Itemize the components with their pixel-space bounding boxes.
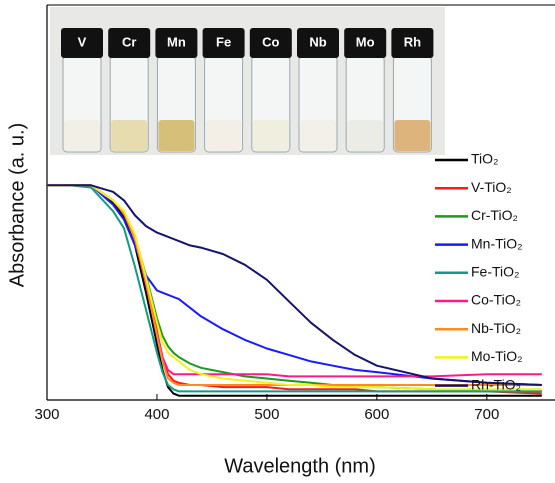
- vial-cap: [391, 28, 434, 58]
- vial-powder: [64, 120, 100, 151]
- vial-powder: [347, 120, 384, 151]
- x-tick-label: 700: [474, 406, 499, 423]
- vial-cap: [344, 28, 387, 58]
- x-tick-label: 600: [364, 406, 389, 423]
- vial-powder: [252, 120, 289, 151]
- legend-label: V-TiO₂: [471, 179, 512, 195]
- x-axis-label: Wavelength (nm): [224, 455, 376, 477]
- legend-label: Cr-TiO₂: [471, 207, 518, 223]
- series-line: [47, 184, 542, 391]
- series-line: [47, 184, 542, 397]
- vial-cap: [61, 28, 103, 58]
- vial-powder: [205, 120, 242, 151]
- vial-label: Co: [262, 34, 279, 49]
- vial-powder: [111, 120, 148, 151]
- vial-cap: [202, 28, 245, 58]
- vial-cap: [249, 28, 292, 58]
- series-line: [47, 184, 542, 386]
- vial-cap: [297, 28, 339, 58]
- vial-powder: [300, 120, 336, 151]
- vial-label: Mo: [356, 34, 375, 49]
- x-tick-label: 300: [34, 406, 59, 423]
- legend-label: Mo-TiO₂: [471, 348, 523, 364]
- series-line: [47, 184, 542, 393]
- vial-label: Mn: [167, 34, 186, 49]
- legend-label: TiO₂: [471, 151, 498, 167]
- vial-label: Cr: [122, 34, 136, 49]
- vial-label: Fe: [216, 34, 231, 49]
- vial-cap: [108, 28, 151, 58]
- x-tick-label: 400: [144, 406, 169, 423]
- legend-label: Co-TiO₂: [471, 292, 521, 308]
- legend-label: Nb-TiO₂: [471, 320, 521, 336]
- vial-label: Rh: [404, 34, 421, 49]
- vial-powder: [158, 120, 195, 151]
- legend-label: Rh-TiO₂: [471, 376, 521, 392]
- series-line: [47, 184, 542, 386]
- vial-cap: [155, 28, 198, 58]
- vial-powder: [394, 120, 431, 151]
- vial-label: V: [78, 34, 87, 49]
- y-axis-label: Absorbance (a. u.): [6, 123, 28, 288]
- x-tick-label: 500: [254, 406, 279, 423]
- legend-label: Mn-TiO₂: [471, 235, 523, 251]
- legend-label: Fe-TiO₂: [471, 264, 519, 280]
- vial-label: Nb: [309, 34, 326, 49]
